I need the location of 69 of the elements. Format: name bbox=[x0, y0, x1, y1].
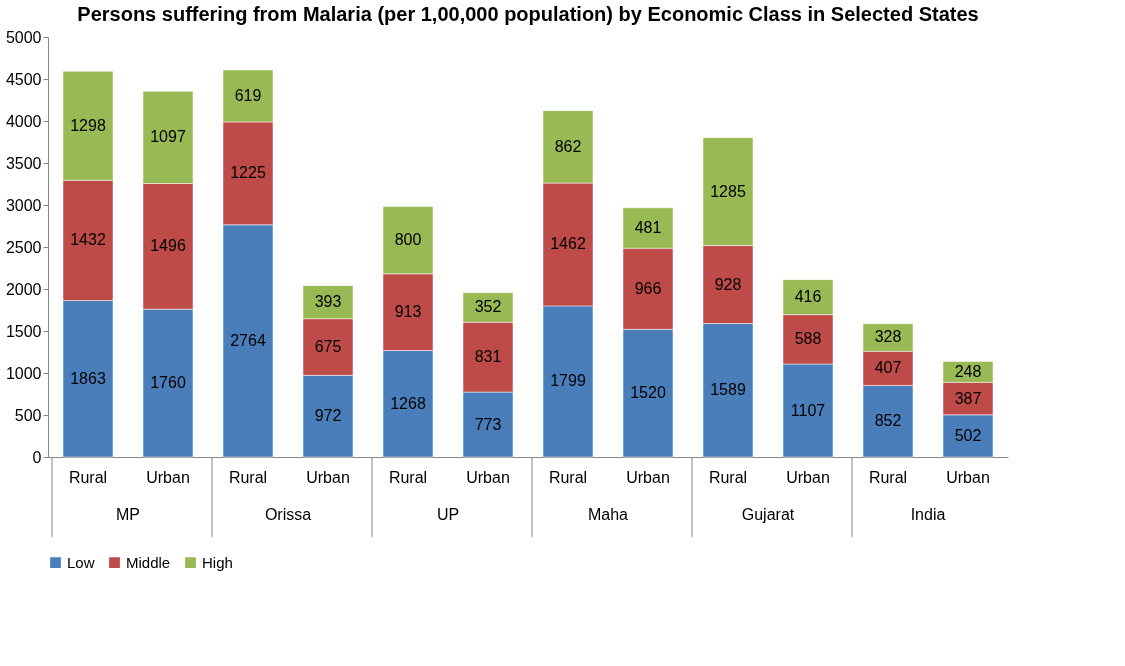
text: Maha bbox=[587, 506, 629, 523]
x-tick-label: Urban bbox=[786, 468, 830, 486]
x-tick-label: Urban bbox=[306, 468, 350, 486]
x-tick-label: Urban bbox=[946, 468, 990, 486]
data-label: 619 bbox=[234, 86, 262, 104]
y-tick-label: 2500 bbox=[5, 238, 42, 256]
y-tick-label: 2000 bbox=[5, 280, 42, 298]
data-label: 352 bbox=[474, 298, 502, 316]
data-label: 1432 bbox=[70, 231, 106, 249]
y-tick-label: 0 bbox=[32, 448, 42, 466]
data-label: 1462 bbox=[550, 235, 586, 253]
data-label: 1520 bbox=[630, 384, 666, 402]
data-label: 800 bbox=[394, 231, 422, 249]
legend-label: High bbox=[202, 553, 233, 571]
y-tick-label: 500 bbox=[14, 406, 42, 424]
x-tick-label: Urban bbox=[466, 468, 510, 486]
data-label: 852 bbox=[874, 412, 902, 430]
text: Gujarat bbox=[741, 506, 795, 523]
y-tick-label: 4000 bbox=[5, 112, 42, 130]
data-label: 862 bbox=[554, 137, 582, 155]
data-label: 966 bbox=[634, 279, 662, 297]
y-tick-label: 3500 bbox=[5, 154, 42, 172]
data-label: 502 bbox=[954, 426, 982, 444]
data-label: 1589 bbox=[710, 381, 746, 399]
chart-title: Persons suffering from Malaria (per 1,00,000 population) by Economic Class in Selected States bbox=[77, 3, 979, 25]
legend-label: Middle bbox=[126, 553, 171, 571]
data-label: 481 bbox=[634, 218, 662, 236]
text: Orissa bbox=[264, 506, 312, 523]
data-label: 1285 bbox=[710, 182, 746, 200]
x-tick-label: Rural bbox=[708, 468, 748, 486]
data-label: 407 bbox=[874, 359, 902, 377]
data-label: 1760 bbox=[150, 374, 186, 392]
legend-label: Low bbox=[67, 553, 95, 571]
y-tick-label: 1500 bbox=[5, 322, 42, 340]
x-tick-label: Rural bbox=[68, 468, 108, 486]
x-tick-label: Rural bbox=[388, 468, 428, 486]
x-tick-label: Rural bbox=[548, 468, 588, 486]
data-label: 1863 bbox=[70, 369, 106, 387]
data-label: 972 bbox=[314, 407, 342, 425]
data-label: 588 bbox=[794, 330, 822, 348]
x-tick-label: Urban bbox=[626, 468, 670, 486]
data-label: 1107 bbox=[790, 401, 826, 419]
data-label: 773 bbox=[474, 415, 502, 433]
data-label: 1799 bbox=[550, 372, 586, 390]
y-tick-label: 4500 bbox=[5, 70, 42, 88]
data-label: 928 bbox=[714, 275, 742, 293]
data-label: 831 bbox=[474, 348, 502, 366]
y-tick-label: 5000 bbox=[5, 28, 42, 46]
text: UP bbox=[436, 506, 460, 523]
data-label: 1298 bbox=[70, 116, 106, 134]
data-label: 393 bbox=[314, 293, 342, 311]
data-label: 328 bbox=[874, 328, 902, 346]
x-tick-label: Rural bbox=[228, 468, 268, 486]
text: MP bbox=[116, 506, 140, 523]
x-tick-label: Rural bbox=[868, 468, 908, 486]
data-label: 1097 bbox=[150, 128, 186, 146]
data-label: 675 bbox=[314, 338, 342, 355]
x-tick-label: Urban bbox=[146, 468, 190, 486]
data-label: 913 bbox=[394, 303, 422, 321]
data-label: 1225 bbox=[230, 164, 266, 182]
data-label: 387 bbox=[954, 389, 982, 407]
data-label: 2764 bbox=[230, 331, 266, 349]
data-label: 1268 bbox=[390, 394, 426, 412]
y-tick-label: 3000 bbox=[5, 196, 42, 214]
data-label: 248 bbox=[954, 362, 982, 380]
data-label: 416 bbox=[794, 288, 822, 306]
y-tick-label: 1000 bbox=[5, 364, 42, 382]
data-label: 1496 bbox=[150, 237, 186, 255]
text: India bbox=[910, 506, 946, 523]
